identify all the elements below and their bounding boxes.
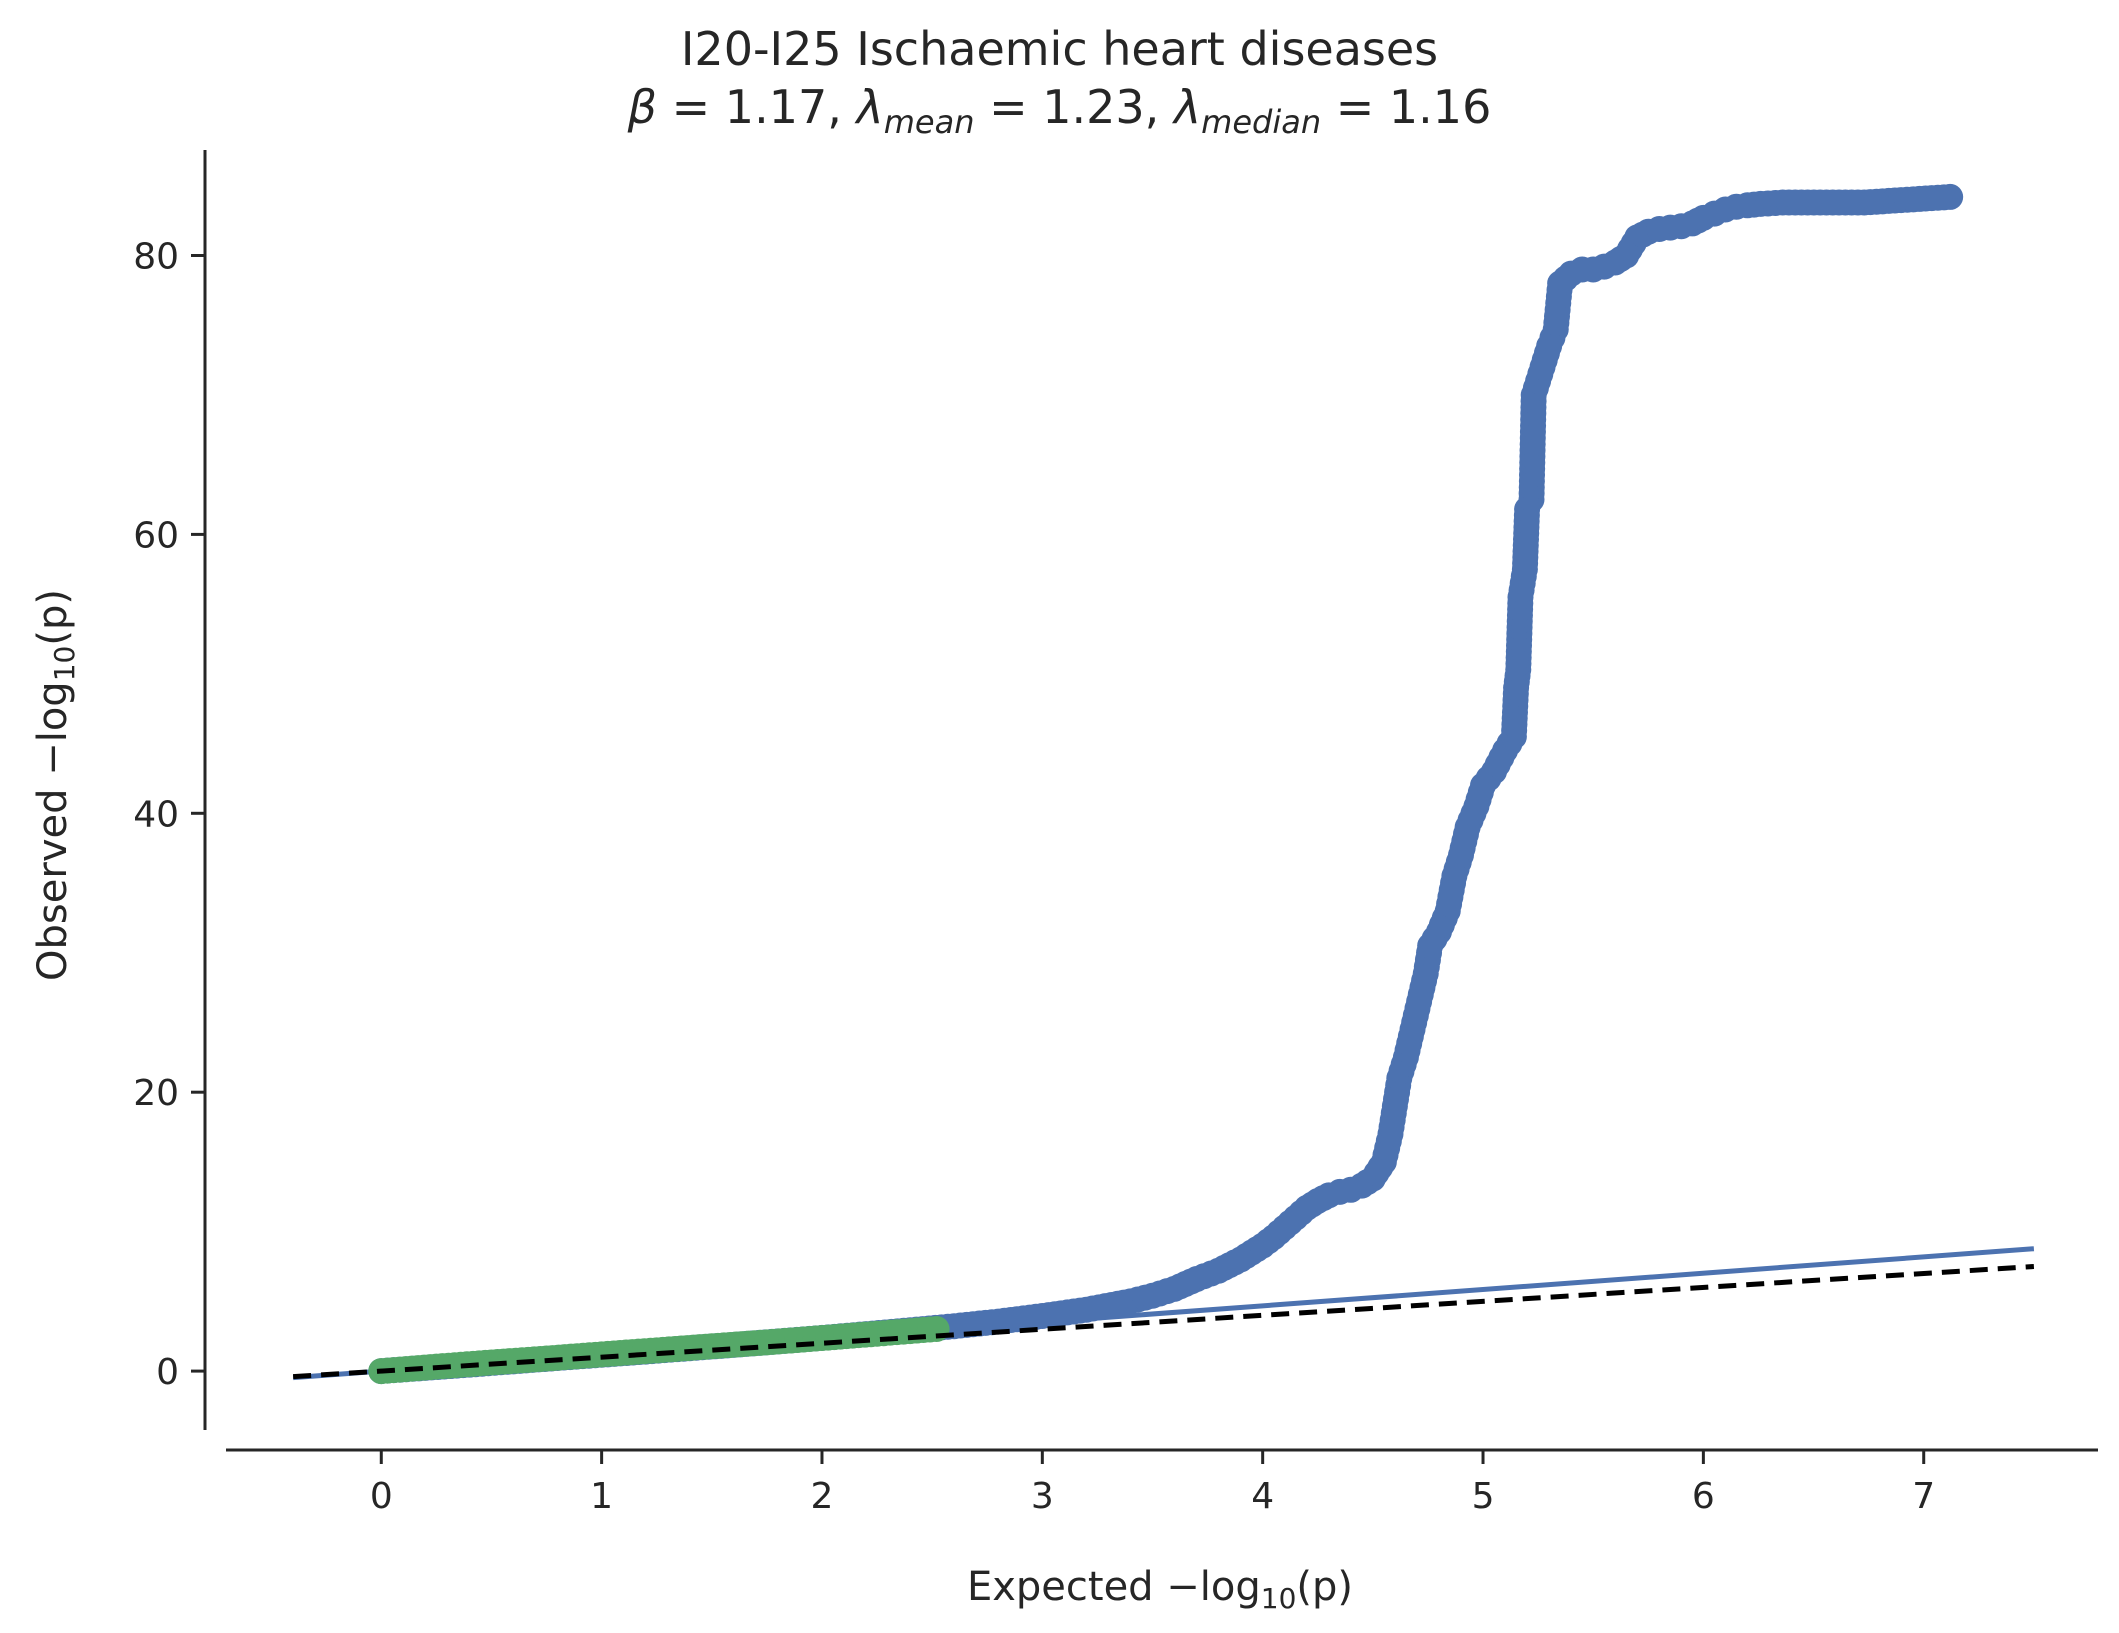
lambda-median-symbol: λ — [1173, 80, 1202, 134]
x-tick-label: 4 — [1251, 1476, 1274, 1517]
lambda-mean-symbol: λ — [856, 80, 884, 134]
lambda-median-value: = 1.16 — [1335, 80, 1492, 134]
chart-title: I20-I25 Ischaemic heart diseases — [680, 22, 1439, 76]
x-tick-label: 7 — [1912, 1476, 1935, 1517]
y-axis-title-subscript: 10 — [48, 646, 81, 682]
lambda-mean-subscript: mean — [883, 103, 975, 142]
null-variants-series — [368, 1315, 950, 1385]
y-tick-label: 40 — [133, 794, 179, 835]
x-tick-label: 2 — [811, 1476, 834, 1517]
beta-value: = 1.17, — [671, 80, 842, 134]
beta-symbol: β — [627, 80, 658, 134]
y-axis-title: Observed −log10(p) — [30, 589, 81, 981]
x-tick-label: 1 — [590, 1476, 613, 1517]
x-axis-title: Expected −log10(p) — [967, 1564, 1353, 1615]
all-variants-series — [368, 183, 1964, 1385]
x-tick-label: 0 — [370, 1476, 393, 1517]
expected-line — [292, 1264, 2035, 1380]
y-tick-label: 20 — [133, 1073, 179, 1114]
plot-marks — [292, 183, 2035, 1385]
lambda-median-subscript: median — [1201, 103, 1322, 142]
axes: 0 1 2 3 4 5 6 7 0 20 40 60 80 — [133, 150, 2098, 1517]
y-tick-label: 80 — [133, 237, 179, 278]
all-variants-point — [1937, 183, 1964, 210]
x-tick-label: 5 — [1472, 1476, 1495, 1517]
lambda-mean-value: = 1.23, — [989, 80, 1160, 134]
x-axis-title-suffix: (p) — [1296, 1564, 1353, 1610]
chart-subtitle: β = 1.17, λmean = 1.23, λmedian = 1.16 — [0, 80, 2119, 141]
y-tick-label: 60 — [133, 515, 179, 556]
y-axis-title-suffix: (p) — [30, 589, 76, 646]
x-tick-label: 3 — [1031, 1476, 1054, 1517]
x-axis-title-prefix: Expected −log — [967, 1564, 1261, 1610]
x-tick-label: 6 — [1692, 1476, 1715, 1517]
y-axis-title-prefix: Observed −log — [30, 681, 76, 981]
x-axis-title-subscript: 10 — [1261, 1582, 1297, 1615]
y-tick-label: 0 — [156, 1352, 179, 1393]
